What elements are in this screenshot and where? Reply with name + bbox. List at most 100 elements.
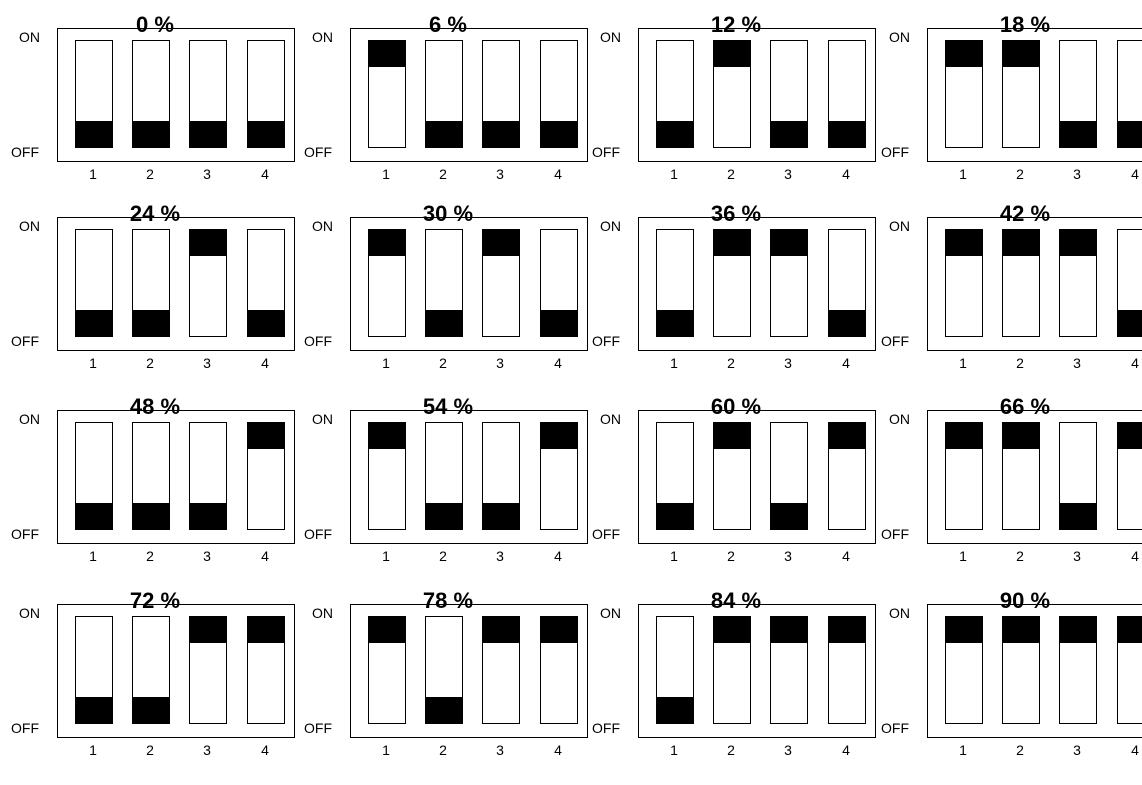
dip-switch-2 [425, 229, 463, 337]
panel-title: 66 % [999, 394, 1051, 419]
on-label: ON [312, 218, 333, 234]
switch-lever [368, 40, 406, 67]
dip-panel: 18 % ON OFF 1 2 3 4 [880, 12, 1142, 209]
switch-lever [482, 503, 520, 530]
dip-switch-4 [1117, 616, 1142, 724]
dip-panel: 36 % ON OFF 1 2 3 4 [591, 201, 881, 398]
dip-switch-1 [945, 616, 983, 724]
dip-switch-frame [638, 410, 876, 544]
dip-switch-3 [770, 422, 808, 530]
switch-lever [770, 229, 808, 256]
dip-switch-2 [713, 422, 751, 530]
switch-number: 4 [842, 742, 850, 758]
panel-title: 42 % [999, 201, 1051, 226]
off-label: OFF [304, 720, 332, 736]
switch-lever [1117, 422, 1142, 449]
dip-switch-3 [770, 229, 808, 337]
on-label: ON [889, 29, 910, 45]
switch-number: 3 [203, 166, 211, 182]
dip-switch-1 [368, 422, 406, 530]
switch-lever [247, 616, 285, 643]
off-label: OFF [592, 526, 620, 542]
dip-switch-4 [1117, 422, 1142, 530]
off-label: OFF [592, 333, 620, 349]
dip-panel: 24 % ON OFF 1 2 3 4 [10, 201, 300, 398]
switch-number: 4 [261, 548, 269, 564]
on-label: ON [600, 29, 621, 45]
dip-switch-1 [656, 40, 694, 148]
switch-lever [945, 422, 983, 449]
dip-switch-1 [656, 229, 694, 337]
dip-switch-4 [1117, 40, 1142, 148]
switch-number: 3 [1073, 166, 1081, 182]
panel-title: 0 % [136, 12, 174, 37]
dip-switch-frame [638, 604, 876, 738]
dip-switch-1 [75, 422, 113, 530]
switch-number: 3 [203, 355, 211, 371]
dip-switch-3 [770, 616, 808, 724]
switch-lever [656, 121, 694, 148]
dip-switch-frame [638, 28, 876, 162]
switch-number: 3 [203, 548, 211, 564]
dip-switch-1 [656, 616, 694, 724]
dip-switch-2 [425, 616, 463, 724]
switch-lever [770, 503, 808, 530]
switch-number: 2 [727, 355, 735, 371]
switch-number: 4 [554, 166, 562, 182]
dip-switch-2 [132, 40, 170, 148]
on-label: ON [600, 605, 621, 621]
dip-switch-3 [770, 40, 808, 148]
switch-number: 4 [554, 548, 562, 564]
off-label: OFF [592, 144, 620, 160]
switch-number: 4 [1131, 355, 1139, 371]
dip-switch-3 [1059, 229, 1097, 337]
dip-switch-2 [713, 40, 751, 148]
switch-lever [425, 310, 463, 337]
dip-panel: 90 % ON OFF 1 2 3 4 [880, 588, 1142, 785]
switch-number: 3 [1073, 548, 1081, 564]
dip-switch-4 [540, 229, 578, 337]
dip-panel: 6 % ON OFF 1 2 3 4 [303, 12, 593, 209]
dip-switch-3 [482, 40, 520, 148]
switch-lever [540, 616, 578, 643]
switch-number: 1 [89, 166, 97, 182]
off-label: OFF [304, 526, 332, 542]
switch-number: 1 [959, 548, 967, 564]
switch-number: 1 [959, 742, 967, 758]
switch-number: 2 [727, 548, 735, 564]
dip-switch-1 [75, 616, 113, 724]
switch-number: 1 [382, 355, 390, 371]
switch-number: 4 [554, 355, 562, 371]
dip-switch-2 [425, 40, 463, 148]
dip-panel: 42 % ON OFF 1 2 3 4 [880, 201, 1142, 398]
switch-number: 4 [842, 166, 850, 182]
panel-title: 6 % [429, 12, 467, 37]
switch-number: 4 [1131, 742, 1139, 758]
switch-lever [945, 616, 983, 643]
panel-title: 72 % [129, 588, 181, 613]
on-label: ON [19, 605, 40, 621]
dip-panel: 30 % ON OFF 1 2 3 4 [303, 201, 593, 398]
switch-lever [368, 616, 406, 643]
switch-lever [713, 229, 751, 256]
switch-number: 1 [382, 742, 390, 758]
panel-title: 84 % [710, 588, 762, 613]
dip-switch-2 [713, 229, 751, 337]
on-label: ON [600, 411, 621, 427]
on-label: ON [889, 411, 910, 427]
switch-lever [945, 229, 983, 256]
on-label: ON [19, 411, 40, 427]
dip-panel: 78 % ON OFF 1 2 3 4 [303, 588, 593, 785]
switch-lever [132, 503, 170, 530]
switch-lever [132, 697, 170, 724]
dip-switch-4 [247, 422, 285, 530]
switch-lever [540, 422, 578, 449]
dip-switch-3 [1059, 40, 1097, 148]
dip-switch-2 [132, 229, 170, 337]
off-label: OFF [881, 526, 909, 542]
switch-number: 4 [261, 355, 269, 371]
switch-lever [1059, 229, 1097, 256]
dip-switch-frame [927, 604, 1142, 738]
switch-number: 2 [1016, 548, 1024, 564]
on-label: ON [19, 218, 40, 234]
